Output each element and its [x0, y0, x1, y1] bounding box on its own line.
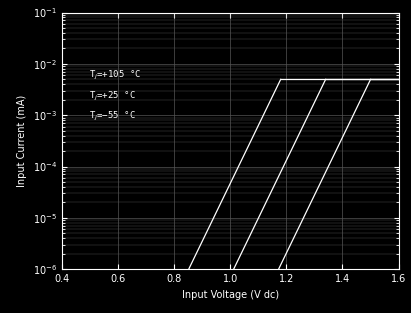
Y-axis label: Input Current (mA): Input Current (mA) — [17, 95, 27, 187]
X-axis label: Input Voltage (V dc): Input Voltage (V dc) — [182, 290, 279, 300]
Text: T$_j$=+25 °C: T$_j$=+25 °C — [89, 90, 135, 103]
Text: T$_j$=−55 °C: T$_j$=−55 °C — [89, 110, 135, 123]
Text: T$_j$=+105 °C: T$_j$=+105 °C — [89, 69, 141, 82]
